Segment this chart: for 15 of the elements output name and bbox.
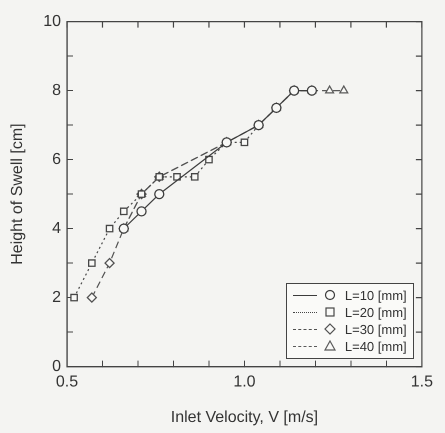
legend-label: L=10 [mm] [344,288,407,303]
y-tick-label: 4 [52,220,62,238]
y-tick-label: 8 [52,82,62,100]
legend-label: L=20 [mm] [344,304,407,320]
x-tick-label: 1.5 [410,374,434,391]
x-tick-label: 0.5 [56,374,78,391]
y-tick-label: 0 [52,358,62,376]
x-tick-label: 1.0 [233,374,256,391]
legend-label: L=40 [mm] [344,338,407,354]
x-axis-title: Inlet Velocity, V [m/s] [170,408,318,426]
y-tick-label: 6 [52,151,62,168]
y-tick-label: 10 [43,13,62,30]
legend-label: L=30 [mm] [344,322,407,337]
y-tick-label: 2 [52,289,62,306]
y-axis-title: Height of Swell [cm] [9,123,26,265]
